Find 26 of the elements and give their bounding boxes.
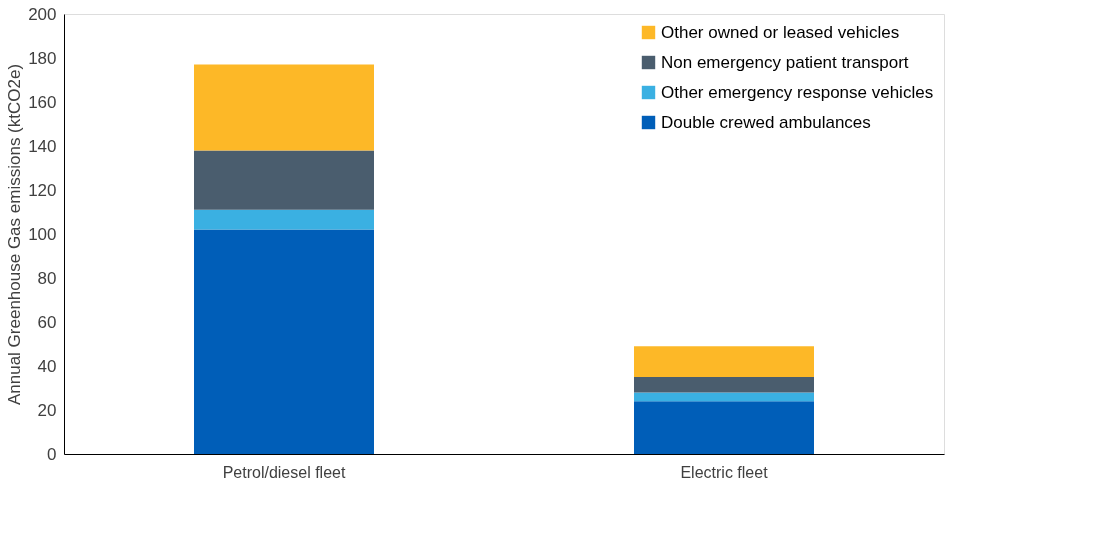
- bar: [194, 209, 374, 230]
- x-tick-label: Petrol/diesel fleet: [222, 463, 346, 481]
- y-tick-label: 160: [28, 92, 57, 112]
- bar: [194, 229, 374, 454]
- bar: [634, 377, 814, 393]
- y-tick-label: 80: [37, 268, 57, 288]
- legend-label: Other owned or leased vehicles: [661, 22, 900, 42]
- x-tick-label: Electric fleet: [680, 463, 769, 481]
- y-tick-label: 0: [47, 444, 57, 464]
- y-tick-label: 180: [28, 48, 57, 68]
- legend-label: Non emergency patient transport: [661, 52, 909, 72]
- bar: [634, 346, 814, 377]
- y-tick-label: 60: [37, 312, 57, 332]
- bar: [194, 64, 374, 151]
- y-tick-label: 100: [28, 224, 57, 244]
- bar: [194, 150, 374, 210]
- bar: [634, 392, 814, 402]
- legend-label: Double crewed ambulances: [661, 112, 871, 132]
- y-axis-title: Annual Greenhouse Gas emissions (ktCO2e): [5, 63, 25, 406]
- y-tick-label: 140: [28, 136, 57, 156]
- y-tick-label: 40: [37, 356, 57, 376]
- legend-label: Other emergency response vehicles: [661, 82, 934, 102]
- y-tick-label: 120: [28, 180, 57, 200]
- y-tick-label: 200: [28, 4, 57, 24]
- bar: [634, 401, 814, 454]
- y-tick-label: 20: [37, 400, 57, 420]
